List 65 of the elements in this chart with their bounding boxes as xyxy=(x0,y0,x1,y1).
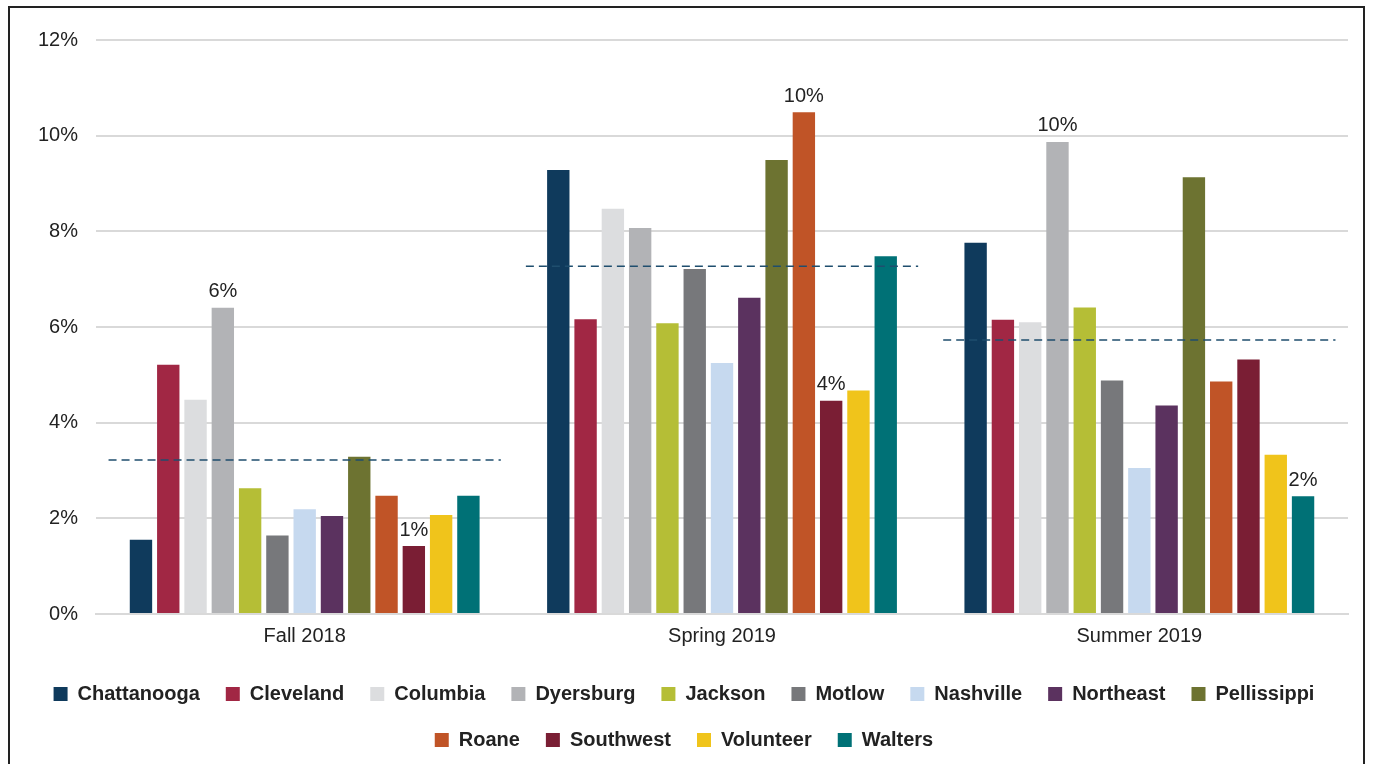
legend-label: Columbia xyxy=(394,681,487,704)
bar xyxy=(1100,380,1124,613)
bar xyxy=(157,364,180,613)
bar xyxy=(238,488,262,613)
bar xyxy=(1291,496,1315,613)
bar xyxy=(1264,454,1287,613)
legend-label: Jackson xyxy=(685,681,766,704)
bar xyxy=(765,160,788,613)
bar xyxy=(991,319,1015,613)
data-label: 2% xyxy=(1288,467,1318,490)
bar xyxy=(964,242,987,613)
y-tick-label: 10% xyxy=(38,123,79,146)
y-tick-label: 12% xyxy=(38,27,79,50)
bar xyxy=(129,539,153,613)
bar xyxy=(1237,359,1260,613)
bar xyxy=(574,319,597,613)
bar xyxy=(1073,307,1096,613)
data-label: 1% xyxy=(399,517,429,540)
data-label: 6% xyxy=(208,279,238,302)
bar xyxy=(656,323,679,613)
legend-label: Motlow xyxy=(815,681,885,704)
bar xyxy=(211,307,235,613)
bar xyxy=(547,170,570,613)
legend-label: Volunteer xyxy=(720,727,812,750)
bar xyxy=(320,515,344,613)
legend-label: Nashville xyxy=(934,681,1023,704)
bar xyxy=(402,546,426,613)
data-label: 10% xyxy=(1037,113,1078,136)
data-label: 10% xyxy=(783,83,825,106)
data-label: 4% xyxy=(816,372,846,395)
bar xyxy=(738,297,761,613)
bar xyxy=(628,227,652,613)
bar xyxy=(429,514,453,613)
y-tick-label: 8% xyxy=(49,218,79,241)
bar xyxy=(847,390,870,613)
legend-label: Pellissippi xyxy=(1215,681,1315,704)
bar xyxy=(1128,468,1151,613)
bar xyxy=(348,456,371,613)
legend-label: Northeast xyxy=(1072,681,1166,704)
bar xyxy=(1210,381,1233,613)
y-tick-label: 6% xyxy=(49,314,79,337)
legend-label: Southwest xyxy=(569,727,672,750)
bar xyxy=(683,269,706,613)
bar xyxy=(710,362,734,613)
bar xyxy=(266,535,289,613)
bar xyxy=(792,112,816,613)
x-tick-label: Summer 2019 xyxy=(1076,623,1203,646)
bar xyxy=(457,495,480,613)
legend-label: Roane xyxy=(458,727,520,750)
x-tick-label: Fall 2018 xyxy=(263,623,346,646)
legend-label: Chattanooga xyxy=(77,681,201,704)
bar xyxy=(1046,141,1069,613)
legend-label: Cleveland xyxy=(249,681,345,704)
bar xyxy=(819,400,843,613)
bar xyxy=(1155,405,1178,613)
bar xyxy=(1182,177,1206,613)
y-tick-label: 2% xyxy=(49,505,79,528)
bar xyxy=(293,509,316,613)
bar xyxy=(375,495,398,613)
y-tick-label: 0% xyxy=(49,601,79,624)
y-tick-label: 4% xyxy=(49,410,79,433)
legend-label: Dyersburg xyxy=(535,681,636,704)
bar xyxy=(874,256,897,613)
x-tick-label: Spring 2019 xyxy=(668,623,776,646)
legend-label: Walters xyxy=(861,727,934,750)
